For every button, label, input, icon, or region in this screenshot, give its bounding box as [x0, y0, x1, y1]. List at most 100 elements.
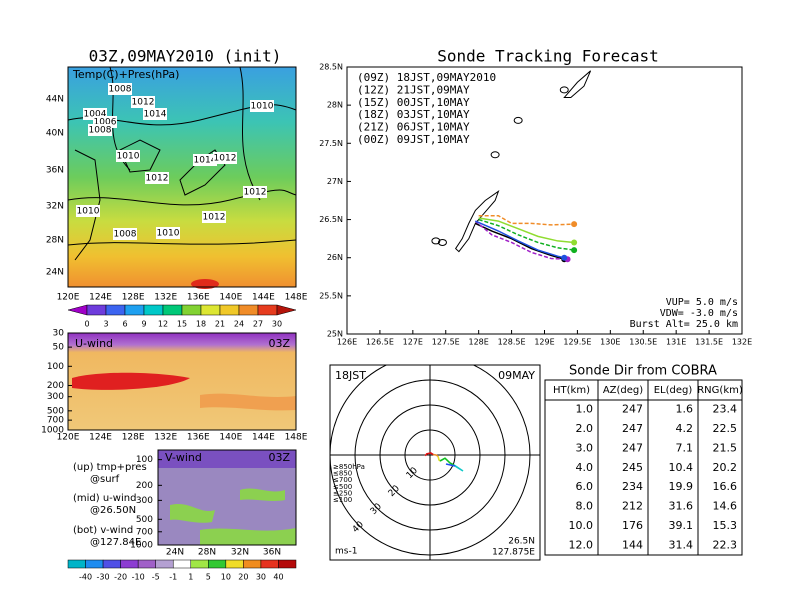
isobar-label-box: [145, 172, 169, 184]
lat-label: 36N: [263, 548, 281, 558]
isobar-label: 1012: [214, 154, 237, 164]
hodograph-segment: [437, 455, 441, 462]
isobar-label-box: [156, 227, 180, 239]
isobar-label: 1012: [203, 213, 226, 223]
table-header: HT(km): [553, 385, 590, 396]
colorbar-label: 15: [177, 320, 187, 329]
range-ring: [354, 379, 506, 531]
table-cell: 31.6: [669, 500, 694, 513]
table-cell: 1.0: [576, 403, 594, 416]
table-cell: 4.0: [576, 461, 594, 474]
island: [513, 116, 523, 124]
colorbar-label: -5: [152, 573, 160, 582]
lat-label: 24N: [166, 548, 184, 558]
table-cell: 21.5: [713, 441, 738, 454]
isobar-label: 1010: [117, 152, 140, 162]
u-level-label: 100: [47, 362, 64, 372]
annotation: VDW= -3.0 m/s: [660, 308, 738, 319]
isobar-label-box: [243, 186, 267, 198]
colorbar-cell: [208, 559, 227, 569]
table-header: EL(deg): [654, 385, 693, 396]
coastline: [119, 139, 161, 173]
x-tick-label: 130.5E: [629, 338, 657, 347]
lon-label: 128E: [122, 433, 145, 443]
colorbar-label: 5: [206, 573, 211, 582]
lon-label: 120E: [57, 293, 80, 303]
y-tick-label: 25.5N: [319, 291, 343, 300]
isobar-label-box: [88, 124, 112, 136]
legend-entry: (18Z) 03JST,10MAY: [357, 108, 470, 121]
table-cell: 12.0: [569, 538, 594, 551]
colorbar-cell: [238, 304, 259, 316]
table-cell: 10.4: [669, 461, 694, 474]
v-wind-label: V-wind: [165, 451, 202, 464]
y-tick-label: 26.5N: [319, 215, 343, 224]
colorbar-cell: [67, 559, 86, 569]
colorbar-cell: [86, 304, 107, 316]
table-cell: 14.6: [713, 500, 738, 513]
surface-frame: [67, 66, 297, 288]
isobar-label: 1014: [144, 110, 167, 120]
lon-label: 132E: [154, 433, 177, 443]
isobar-label: 1004: [84, 110, 107, 120]
v-level-label: 500: [136, 515, 153, 525]
tracking-title: Sonde Tracking Forecast: [437, 47, 659, 66]
ring-label: 30: [369, 502, 384, 517]
table-cell: 234: [622, 480, 643, 493]
isobar-label: 1012: [132, 98, 155, 108]
surface-label: Temp(C)+Pres(hPa): [72, 68, 179, 81]
y-tick-label: 28N: [327, 101, 343, 110]
v-level-label: 700: [136, 527, 153, 537]
table-cell: 176: [622, 519, 643, 532]
table-header: RNG(km): [697, 385, 743, 396]
legend-entry: (21Z) 06JST,10MAY: [357, 121, 470, 134]
table-cell: 20.2: [713, 461, 738, 474]
colorbar-cell: [200, 304, 221, 316]
isobar-label-box: [213, 152, 237, 164]
colorbar-cell: [137, 559, 156, 569]
track-line: [478, 217, 575, 244]
table-title: Sonde Dir from COBRA: [569, 364, 717, 379]
lon-label: 136E: [187, 293, 210, 303]
colorbar-label: 0: [84, 320, 89, 329]
colorbar-cell: [225, 559, 244, 569]
colorbar-label: -20: [114, 573, 127, 582]
x-tick-label: 128E: [469, 338, 489, 347]
colorbar-label: 10: [221, 573, 231, 582]
isobar-label: 1006: [94, 118, 117, 128]
isobar-label: 1008: [89, 126, 112, 136]
x-tick-label: 127.5E: [432, 338, 460, 347]
colorbar-cell: [278, 559, 297, 569]
colorbar-label: 12: [158, 320, 168, 329]
hodograph-segment: [439, 457, 455, 466]
level-legend: ≤100: [333, 496, 352, 504]
track-end: [571, 239, 578, 246]
lon-label: 144E: [252, 293, 275, 303]
panel-legend: @26.50N: [90, 505, 136, 516]
table-cell: 1.6: [676, 403, 694, 416]
ring-label: 10: [405, 466, 420, 481]
colorbar-cell: [102, 559, 121, 569]
isobar-label: 1008: [114, 230, 137, 240]
colorbar-cell: [219, 304, 240, 316]
lon-label: 128E: [122, 293, 145, 303]
level-legend: ≤850: [333, 470, 352, 478]
table-cell: 10.0: [569, 519, 594, 532]
colorbar-cell: [181, 304, 202, 316]
x-tick-label: 131.5E: [695, 338, 723, 347]
track-line: [478, 215, 575, 226]
colorbar-cell: [190, 559, 209, 569]
colorbar-cell: [257, 304, 278, 316]
isobar-label-box: [250, 100, 274, 112]
legend-entry: (15Z) 00JST,10MAY: [357, 96, 470, 109]
table-cell: 6.0: [576, 480, 594, 493]
hodograph-segment: [453, 464, 464, 472]
colorbar-label: 24: [234, 320, 244, 329]
lon-label: 136E: [187, 433, 210, 443]
isobar-label: 1010: [251, 102, 274, 112]
isobar: [239, 66, 261, 201]
isobar-label-box: [108, 83, 132, 95]
x-tick-label: 129E: [534, 338, 554, 347]
isobar-label-box: [116, 150, 140, 162]
